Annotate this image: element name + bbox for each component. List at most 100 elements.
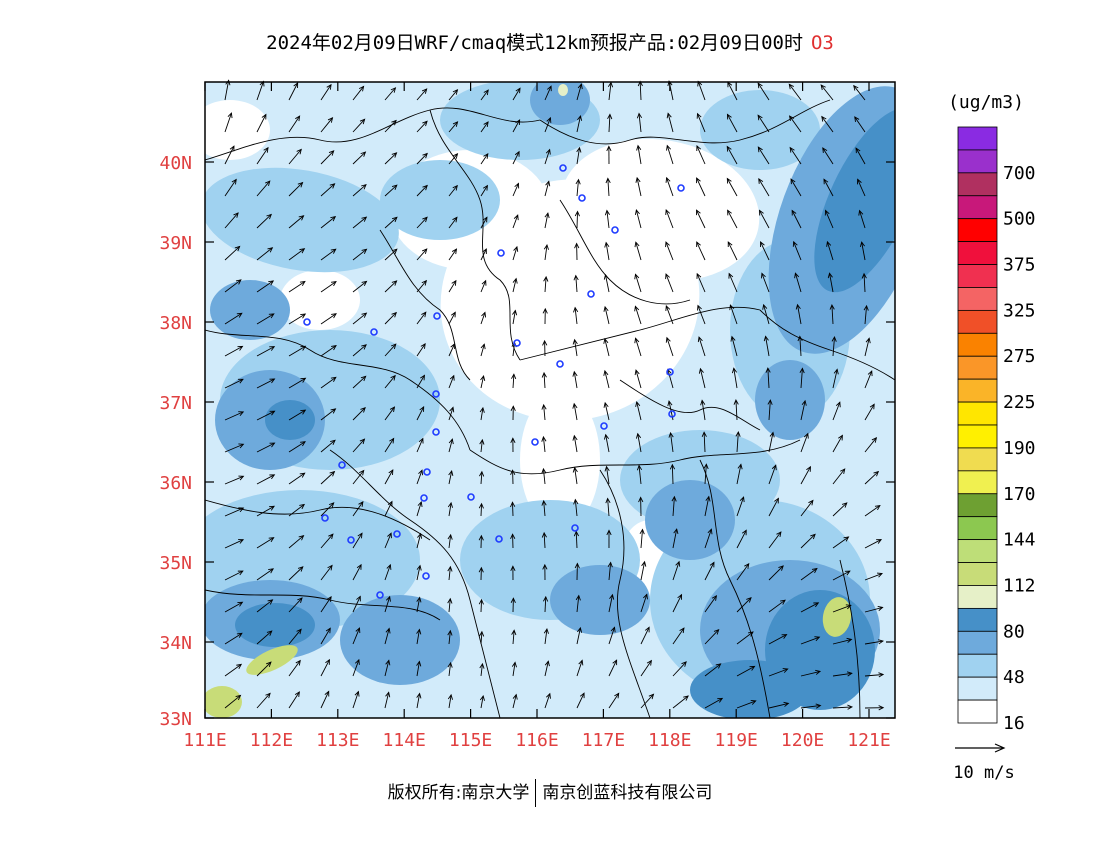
boundary-line	[599, 469, 651, 718]
wind-arrowhead	[327, 564, 333, 571]
wind-arrowhead	[634, 305, 640, 312]
wind-arrow	[320, 659, 330, 677]
wind-arrow	[736, 631, 754, 645]
wind-arrowhead	[329, 183, 336, 189]
wind-arrowhead	[478, 502, 484, 509]
wind-arrow	[820, 84, 834, 101]
wind-arrowhead	[697, 304, 702, 311]
wind-arrow	[832, 536, 849, 549]
boundary-line	[469, 439, 801, 475]
wind-arrow	[480, 153, 489, 165]
station-marker	[559, 164, 567, 172]
wind-arrowhead	[831, 336, 837, 342]
wind-arrowhead	[510, 597, 516, 604]
legend-level-label: 80	[1003, 621, 1025, 642]
wind-arrowhead	[844, 570, 851, 576]
legend-swatch	[957, 309, 998, 334]
wind-arrowhead	[757, 146, 763, 153]
station-marker	[370, 328, 378, 336]
wind-arrow	[825, 210, 834, 229]
station-marker	[677, 184, 685, 192]
wind-arrow	[832, 502, 848, 517]
wind-arrow	[352, 438, 365, 453]
wind-arrow	[544, 149, 551, 165]
wind-arrow	[608, 627, 615, 645]
wind-arrowhead	[780, 599, 786, 605]
wind-arrowhead	[327, 117, 334, 123]
ozone-concentration-field	[205, 82, 895, 718]
wind-arrowhead	[269, 442, 276, 448]
wind-arrow	[638, 465, 642, 485]
monitoring-stations	[303, 164, 685, 599]
wind-arrowhead	[666, 112, 672, 119]
wind-arrowhead	[419, 405, 425, 412]
wind-arrowhead	[295, 115, 301, 122]
wind-arrowhead	[361, 248, 368, 255]
wind-arrow	[800, 400, 806, 421]
legend-swatch	[957, 539, 998, 563]
station-marker	[495, 535, 503, 543]
wind-arrowhead	[225, 79, 231, 86]
wind-arrowhead	[847, 704, 854, 710]
wind-arrowhead	[330, 408, 337, 414]
wind-arrowhead	[782, 668, 789, 673]
wind-arrow	[320, 471, 335, 485]
wind-arrow	[224, 145, 235, 165]
wind-arrowhead	[227, 112, 233, 119]
wind-arrow	[800, 500, 814, 517]
wind-arrowhead	[639, 528, 645, 535]
wind-arrow	[512, 214, 519, 229]
wind-arrowhead	[451, 248, 458, 255]
wind-arrowhead	[480, 343, 486, 350]
wind-arrowhead	[709, 561, 715, 568]
wind-arrow	[384, 120, 397, 133]
wind-arrowhead	[359, 469, 365, 476]
wind-arrow	[256, 147, 269, 165]
wind-arrow	[544, 181, 550, 197]
boundary-line	[519, 306, 761, 361]
wind-arrow	[635, 370, 642, 389]
wind-arrow	[768, 432, 774, 453]
wind-arrowhead	[447, 597, 453, 604]
wind-arrow	[670, 432, 674, 453]
wind-arrowhead	[737, 463, 743, 470]
boundary-line	[699, 459, 771, 718]
lon-label: 119E	[715, 730, 758, 751]
wind-arrowhead	[355, 627, 361, 634]
lon-label: 118E	[648, 730, 691, 751]
wind-arrow	[416, 501, 422, 517]
wind-arrowhead	[546, 692, 551, 699]
wind-arrow	[604, 402, 610, 421]
wind-arrow	[768, 400, 771, 421]
wind-arrow	[635, 274, 642, 293]
wind-arrow	[448, 630, 451, 645]
wind-arrowhead	[482, 248, 487, 254]
wind-arrowhead	[513, 214, 519, 221]
wind-arrow	[864, 606, 883, 613]
wind-arrow	[640, 561, 646, 581]
wind-arrowhead	[762, 303, 768, 310]
concentration-patch	[210, 280, 290, 340]
wind-arrowhead	[293, 82, 299, 89]
wind-arrowhead	[421, 279, 428, 286]
wind-arrowhead	[385, 627, 391, 634]
wind-arrow	[666, 177, 674, 197]
wind-arrow	[543, 532, 546, 549]
wind-arrowhead	[354, 658, 360, 665]
wind-arrow	[352, 86, 364, 101]
wind-arrowhead	[675, 560, 681, 567]
lon-label: 114E	[383, 730, 426, 751]
concentration-patch	[205, 100, 270, 160]
wind-arrow	[699, 368, 706, 389]
wind-arrowhead	[815, 703, 822, 709]
legend-level-label: 144	[1003, 530, 1036, 551]
wind-arrowhead	[744, 562, 750, 569]
wind-arrowhead	[237, 345, 244, 351]
lon-label: 112E	[250, 730, 293, 751]
station-marker	[467, 493, 475, 501]
wind-arrowhead	[452, 89, 459, 95]
wind-arrowhead	[331, 313, 337, 319]
legend-swatch	[957, 218, 998, 243]
concentration-patch	[205, 167, 399, 273]
wind-arrow	[576, 627, 581, 645]
